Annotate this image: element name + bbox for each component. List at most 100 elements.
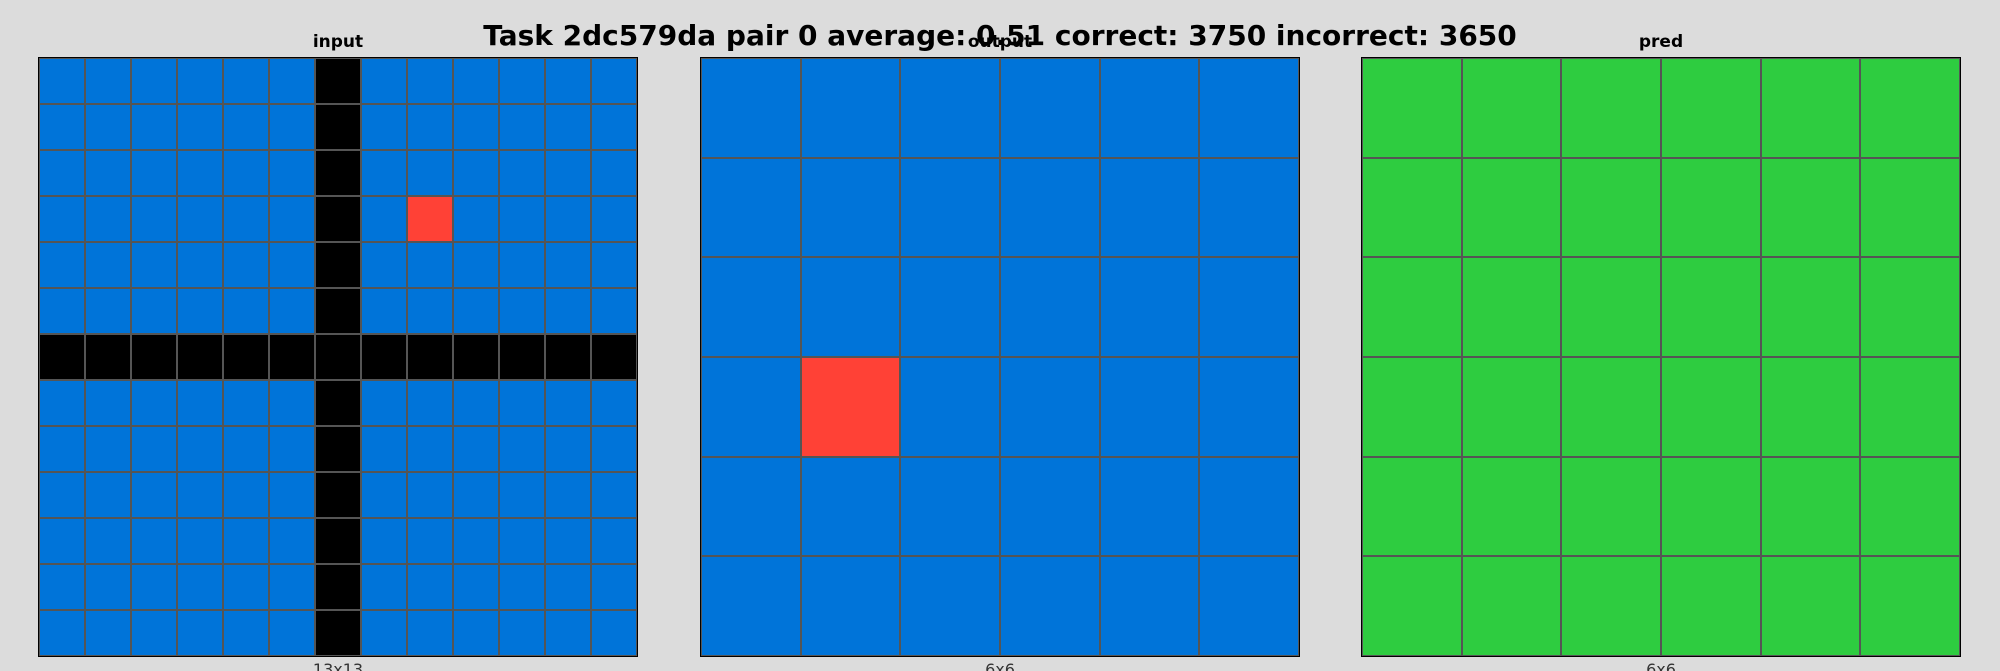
- input-cell: [407, 104, 453, 150]
- input-cell: [131, 564, 177, 610]
- pred-cell: [1561, 257, 1661, 357]
- input-panel-title: input: [312, 32, 364, 52]
- input-cell: [177, 104, 223, 150]
- input-cell: [407, 334, 453, 380]
- input-cell: [85, 426, 131, 472]
- input-cell: [499, 472, 545, 518]
- output-cell: [701, 157, 801, 258]
- input-cell: [545, 196, 591, 242]
- input-cell: [269, 380, 315, 426]
- input-cell: [39, 242, 85, 288]
- input-cell: [39, 150, 85, 196]
- input-cell: [361, 610, 407, 656]
- output-cell: [1199, 556, 1299, 656]
- input-cell: [315, 380, 361, 426]
- input-cell: [131, 380, 177, 426]
- pred-cell: [1362, 356, 1462, 457]
- input-cell: [223, 380, 269, 426]
- input-cell: [499, 518, 545, 564]
- input-cell: [223, 58, 269, 104]
- input-cell: [177, 242, 223, 288]
- input-cell: [453, 564, 499, 610]
- output-cell: [701, 556, 801, 656]
- output-cell: [701, 456, 801, 557]
- input-cell: [39, 610, 85, 656]
- input-cell: [361, 196, 407, 242]
- input-cell: [453, 426, 499, 472]
- output-cell: [1099, 157, 1200, 258]
- input-cell: [545, 150, 591, 196]
- input-cell: [85, 380, 131, 426]
- output-cell: [1099, 58, 1200, 158]
- output-cell: [1199, 456, 1299, 557]
- input-cell: [591, 104, 637, 150]
- input-cell: [131, 242, 177, 288]
- input-cell: [407, 610, 453, 656]
- input-cell: [407, 288, 453, 334]
- input-cell: [85, 472, 131, 518]
- input-cell: [223, 104, 269, 150]
- input-cell: [39, 380, 85, 426]
- input-cell: [407, 518, 453, 564]
- input-cell: [499, 104, 545, 150]
- input-cell: [177, 380, 223, 426]
- input-cell: [591, 58, 637, 104]
- input-cell: [591, 150, 637, 196]
- pred-cell: [1860, 556, 1960, 656]
- input-cell: [315, 426, 361, 472]
- output-cell: [1199, 356, 1299, 457]
- input-cell: [499, 242, 545, 288]
- input-cell: [545, 104, 591, 150]
- output-cell: [701, 257, 801, 357]
- input-cell: [39, 564, 85, 610]
- input-cell: [591, 472, 637, 518]
- input-cell: [39, 288, 85, 334]
- pred-cell: [1660, 58, 1761, 158]
- output-cell: [999, 456, 1100, 557]
- pred-cell: [1561, 157, 1661, 258]
- input-cell: [453, 58, 499, 104]
- pred-cell: [1461, 356, 1562, 457]
- input-cell: [591, 196, 637, 242]
- output-cell: [900, 257, 1000, 357]
- output-cell: [800, 456, 901, 557]
- input-cell: [39, 334, 85, 380]
- input-cell: [177, 518, 223, 564]
- pred-cell: [1362, 456, 1462, 557]
- input-cell: [131, 472, 177, 518]
- input-cell: [177, 610, 223, 656]
- pred-panel-title: pred: [1638, 32, 1684, 52]
- input-cell: [315, 104, 361, 150]
- output-cell: [900, 556, 1000, 656]
- input-cell: [131, 610, 177, 656]
- input-cell: [453, 242, 499, 288]
- input-cell: [223, 334, 269, 380]
- input-cell: [223, 518, 269, 564]
- input-cell: [85, 610, 131, 656]
- input-cell: [545, 518, 591, 564]
- input-cell: [315, 518, 361, 564]
- input-cell: [545, 610, 591, 656]
- input-cell: [361, 242, 407, 288]
- output-cell: [1099, 257, 1200, 357]
- input-cell: [131, 196, 177, 242]
- input-cell: [407, 58, 453, 104]
- input-cell: [269, 196, 315, 242]
- pred-cell: [1860, 257, 1960, 357]
- input-cell: [269, 472, 315, 518]
- output-cell: [1099, 556, 1200, 656]
- input-cell: [269, 58, 315, 104]
- input-cell: [131, 150, 177, 196]
- output-cell: [999, 157, 1100, 258]
- input-cell: [315, 288, 361, 334]
- input-cell: [315, 334, 361, 380]
- input-cell: [453, 104, 499, 150]
- pred-cell: [1461, 456, 1562, 557]
- pred-grid-size: 6x6: [1646, 660, 1676, 671]
- input-cell: [269, 518, 315, 564]
- input-cell: [315, 196, 361, 242]
- input-cell: [453, 196, 499, 242]
- input-cell: [131, 334, 177, 380]
- output-cell: [900, 58, 1000, 158]
